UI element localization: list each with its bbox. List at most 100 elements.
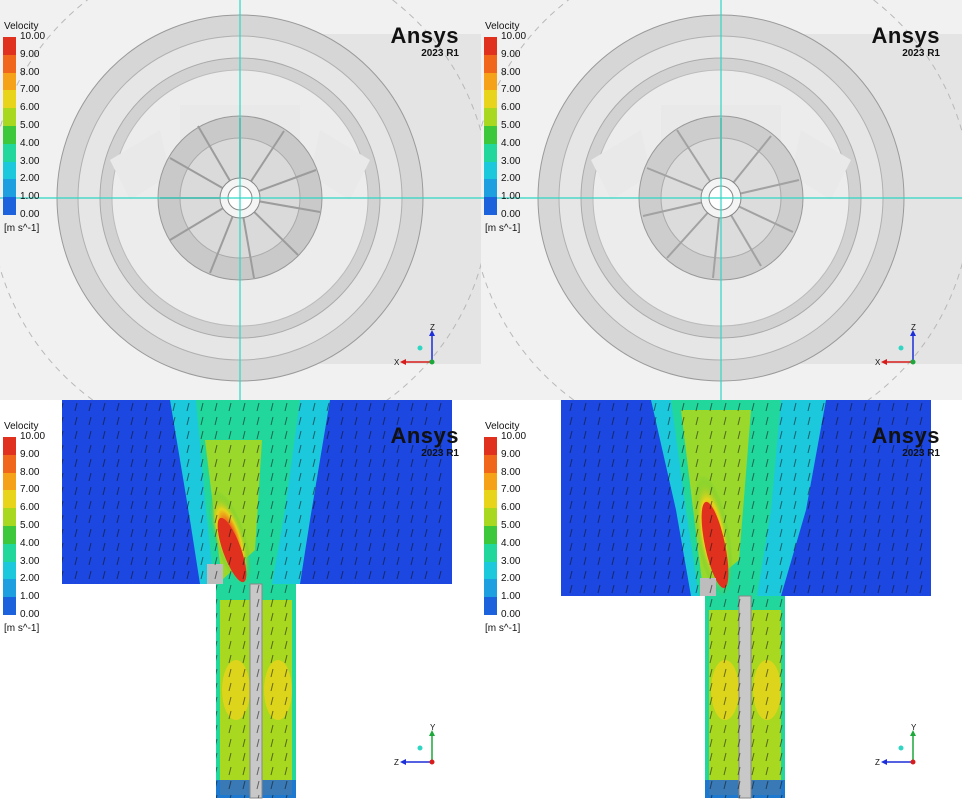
legend-tick: 8.00 bbox=[501, 66, 521, 78]
legend-tick: 10.00 bbox=[501, 431, 527, 442]
legend-tick: 2.00 bbox=[501, 173, 521, 185]
axis-triad: Y Z bbox=[394, 723, 436, 767]
legend-tick: 0.00 bbox=[501, 209, 521, 220]
legend-tick: 2.00 bbox=[20, 573, 40, 585]
axis-triad: Z X bbox=[394, 323, 435, 367]
velocity-contour-view bbox=[561, 400, 931, 799]
legend-tick: 3.00 bbox=[20, 555, 40, 567]
color-bar-segment bbox=[3, 543, 16, 562]
color-bar bbox=[3, 37, 16, 215]
brand-version: 2023 R1 bbox=[421, 448, 459, 459]
color-bar-segment bbox=[3, 37, 16, 55]
color-bar-segment bbox=[484, 197, 497, 215]
color-bar-segment bbox=[3, 90, 16, 109]
legend-tick: 5.00 bbox=[501, 520, 521, 531]
legend-tick: 4.00 bbox=[501, 537, 521, 549]
axis-label-horizontal: X bbox=[875, 358, 881, 367]
ansys-logo: Ansys 2023 R1 bbox=[871, 24, 940, 60]
color-bar-segment bbox=[484, 37, 497, 55]
color-bar-segment bbox=[484, 54, 497, 73]
color-bar-segment bbox=[484, 161, 497, 180]
axis-label-horizontal: Z bbox=[875, 758, 880, 767]
brand-version: 2023 R1 bbox=[902, 448, 940, 459]
color-bar-segment bbox=[3, 508, 16, 526]
color-bar-segment bbox=[3, 579, 16, 598]
legend-tick: 1.00 bbox=[501, 191, 521, 203]
legend-tick: 2.00 bbox=[501, 573, 521, 585]
axis-label-horizontal: X bbox=[394, 358, 400, 367]
legend-tick: 5.00 bbox=[20, 520, 40, 531]
color-bar-segment bbox=[484, 143, 497, 162]
axis-triad: Z X bbox=[875, 323, 916, 367]
legend-title: Velocity bbox=[485, 21, 520, 32]
legend-units: [m s^-1] bbox=[485, 623, 521, 634]
legend-tick: 8.00 bbox=[20, 466, 40, 478]
legend-title: Velocity bbox=[4, 21, 39, 32]
legend-units: [m s^-1] bbox=[4, 223, 40, 234]
ansys-logo: Ansys 2023 R1 bbox=[390, 423, 459, 460]
legend-tick: 10.00 bbox=[501, 31, 527, 42]
legend-units: [m s^-1] bbox=[4, 623, 40, 634]
legend-tick: 10.00 bbox=[20, 431, 46, 442]
legend-tick: 5.00 bbox=[20, 120, 40, 131]
color-bar-segment bbox=[3, 490, 16, 509]
bottom-left-viewport[interactable]: Velocity 10.00 9.00 8.00 7.00 6.00 5.00 … bbox=[0, 400, 481, 800]
velocity-legend: Velocity 10.00 9.00 8.00 7.00 6.00 5.00 … bbox=[2, 21, 62, 236]
legend-tick: 4.00 bbox=[20, 537, 40, 549]
color-bar-segment bbox=[484, 490, 497, 509]
legend-tick: 9.00 bbox=[501, 448, 521, 460]
velocity-contour-view bbox=[62, 400, 452, 799]
impeller-geometry-view bbox=[481, 0, 962, 400]
color-bar-segment bbox=[484, 108, 497, 126]
legend-tick: 2.00 bbox=[20, 173, 40, 185]
legend-tick: 10.00 bbox=[20, 31, 46, 42]
legend-tick: 8.00 bbox=[501, 466, 521, 478]
color-bar-segment bbox=[3, 54, 16, 73]
legend-tick: 9.00 bbox=[20, 48, 40, 60]
brand-name: Ansys bbox=[390, 423, 459, 448]
bottom-right-viewport[interactable]: Velocity 10.00 9.00 8.00 7.00 6.00 5.00 … bbox=[481, 400, 962, 800]
color-bar-segment bbox=[3, 108, 16, 126]
legend-tick: 6.00 bbox=[20, 102, 40, 114]
brand-name: Ansys bbox=[871, 423, 940, 448]
color-bar-segment bbox=[3, 161, 16, 180]
legend-tick: 3.00 bbox=[20, 155, 40, 167]
legend-tick: 7.00 bbox=[501, 484, 521, 496]
color-bar-segment bbox=[484, 126, 497, 144]
brand-name: Ansys bbox=[390, 23, 459, 48]
legend-tick: 6.00 bbox=[20, 502, 40, 514]
color-bar-segment bbox=[484, 597, 497, 615]
color-bar-segment bbox=[3, 72, 16, 91]
color-bar-segment bbox=[3, 454, 16, 473]
ansys-logo: Ansys 2023 R1 bbox=[871, 423, 940, 460]
axis-label-horizontal: Z bbox=[394, 758, 399, 767]
axis-triad: Y Z bbox=[875, 723, 917, 767]
top-left-viewport[interactable]: Velocity 10.00 9.00 8.00 7.00 6.00 5.00 … bbox=[0, 0, 481, 400]
color-bar-segment bbox=[484, 508, 497, 526]
color-bar-segment bbox=[484, 437, 497, 455]
ansys-logo: Ansys 2023 R1 bbox=[390, 23, 459, 60]
color-bar-segment bbox=[484, 543, 497, 562]
top-right-viewport[interactable]: Velocity 10.00 9.00 8.00 7.00 6.00 5.00 … bbox=[481, 0, 962, 400]
color-bar-segment bbox=[3, 143, 16, 162]
legend-tick: 6.00 bbox=[501, 502, 521, 514]
legend-tick: 7.00 bbox=[20, 84, 40, 96]
legend-tick: 7.00 bbox=[20, 484, 40, 496]
legend-tick: 9.00 bbox=[20, 448, 40, 460]
legend-tick: 0.00 bbox=[501, 609, 521, 620]
legend-tick: 3.00 bbox=[501, 155, 521, 167]
legend-tick: 1.00 bbox=[20, 591, 40, 603]
legend-tick: 0.00 bbox=[20, 209, 40, 220]
legend-tick: 4.00 bbox=[20, 137, 40, 149]
axis-label-vertical: Z bbox=[430, 323, 435, 332]
axis-label-vertical: Z bbox=[911, 323, 916, 332]
color-bar-segment bbox=[484, 90, 497, 109]
legend-tick: 4.00 bbox=[501, 137, 521, 149]
color-bar-segment bbox=[484, 454, 497, 473]
legend-tick: 8.00 bbox=[20, 66, 40, 78]
velocity-legend: Velocity 10.00 9.00 8.00 7.00 6.00 5.00 … bbox=[483, 421, 543, 636]
legend-tick: 6.00 bbox=[501, 102, 521, 114]
legend-tick: 9.00 bbox=[501, 48, 521, 60]
legend-tick: 7.00 bbox=[501, 84, 521, 96]
color-bar-segment bbox=[484, 561, 497, 580]
